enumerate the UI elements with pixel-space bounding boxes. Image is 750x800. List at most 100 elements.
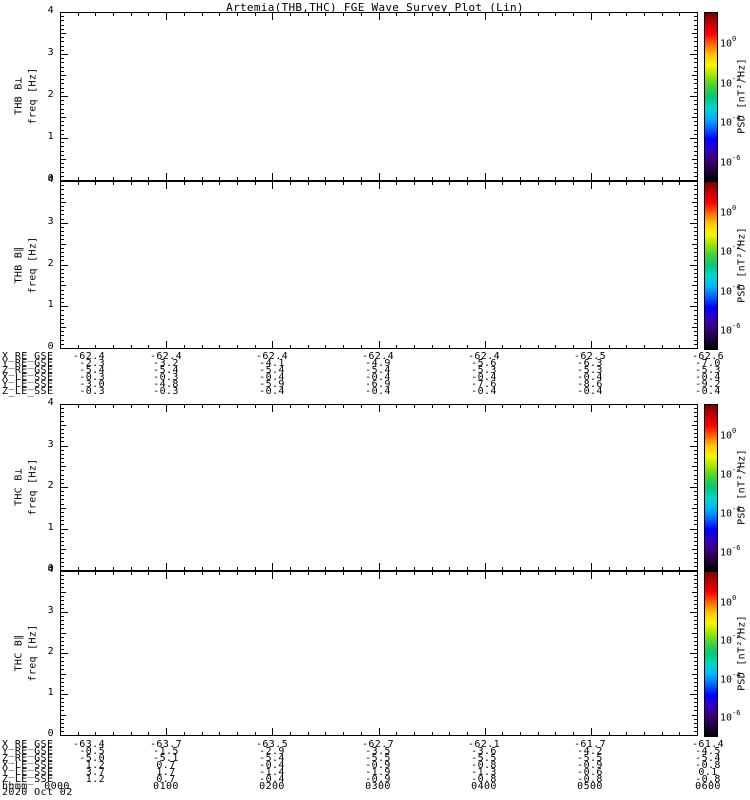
ephemeris-value: 0.7 — [156, 760, 176, 771]
ephemeris-value: -4.1 — [259, 358, 285, 369]
colorbar-tick-label: 10-4 — [720, 114, 740, 128]
y-tick-label: 3 — [47, 47, 54, 58]
ephemeris-value: -0.3 — [153, 386, 179, 397]
ephemeris-value: 0.7 — [156, 774, 176, 785]
date-label: 2020 Oct 02 — [2, 787, 73, 798]
colorbar-tick-base: 10 — [720, 547, 733, 559]
panel-frame-2 — [60, 181, 698, 349]
y-tick-label: 0 — [47, 728, 54, 739]
y-tick-label: 1 — [47, 131, 54, 142]
freq-axis-label: freq [Hz] — [27, 67, 39, 125]
ephemeris-value: -62.6 — [691, 351, 725, 362]
ephemeris-value: -0.8 — [471, 774, 497, 785]
ephemeris-value: -63.5 — [255, 739, 289, 750]
ephemeris-value: -62.4 — [72, 351, 105, 362]
ephemeris-value: -7.6 — [471, 379, 497, 390]
colorbar-tick-base: 10 — [720, 78, 733, 90]
colorbar-tick-exp: -2 — [732, 465, 741, 474]
ephemeris-value: -3.6 — [471, 746, 497, 757]
ephemeris-value: -4.9 — [365, 358, 391, 369]
ephemeris-value: -1.3 — [471, 767, 497, 778]
ephemeris-value: -5.1 — [153, 753, 179, 764]
colorbar-tick-base: 10 — [720, 508, 733, 520]
y-tick-label: 1 — [47, 521, 54, 533]
colorbar — [704, 181, 718, 350]
ephemeris-value: -1.9 — [365, 767, 391, 778]
ephemeris-value: -7.0 — [695, 358, 721, 369]
y-tick-label: 3 — [47, 438, 54, 450]
time-tick-label: 0100 — [153, 781, 179, 792]
ephemeris-value: 3.7 — [85, 767, 105, 778]
y-tick-label: 3 — [47, 215, 54, 227]
ephemeris-value: -5.4 — [259, 753, 285, 764]
ephemeris-value: -4.5 — [695, 746, 721, 757]
y-tick-label: 3 — [47, 605, 54, 616]
ephemeris-value: -0.4 — [259, 386, 285, 397]
ephemeris-row-label: X_LE_SSE — [2, 372, 54, 383]
colorbar-tick-exp: 0 — [732, 204, 737, 213]
ephemeris-value: -0.4 — [259, 774, 285, 785]
colorbar-tick-label: 100 — [720, 593, 737, 608]
colorbar-tick-base: 10 — [720, 469, 733, 481]
ephemeris-row-label: Y_RE_GSE — [2, 746, 54, 757]
colorbar-tick-exp: -4 — [732, 504, 741, 513]
ephemeris-row-label: Y_LE_SSE — [2, 379, 54, 390]
ephemeris-value: -0.9 — [577, 760, 603, 771]
ephemeris-value: -6.3 — [577, 358, 603, 369]
ephemeris-value: 0.1 — [698, 767, 718, 778]
ephemeris-row-label: Y_RE_GSE — [2, 358, 54, 369]
ephemeris-value: -62.1 — [467, 739, 501, 750]
ephemeris-value: -5.4 — [153, 365, 179, 376]
colorbar-tick-label: 10-2 — [720, 75, 740, 90]
ephemeris-row-label: X_LE_SSE — [2, 760, 54, 771]
ephemeris-value: -0.8 — [471, 760, 497, 771]
y-tick-label: 4 — [47, 564, 54, 575]
ephemeris-value: -1.4 — [259, 767, 285, 778]
colorbar-tick-exp: -2 — [732, 632, 741, 641]
colorbar — [704, 12, 718, 182]
panel-frame-4 — [60, 571, 698, 736]
ephemeris-value: -0.3 — [153, 372, 179, 383]
y-tick-label: 0 — [47, 563, 54, 574]
y-tick-label: 2 — [47, 257, 54, 269]
colorbar-tick-label: 10-6 — [720, 544, 740, 559]
y-tick-label: 2 — [47, 646, 54, 657]
ephemeris-value: -5.5 — [365, 753, 391, 764]
ephemeris-value: -0.6 — [577, 767, 603, 778]
colorbar-title: PSD [nT²/Hz] — [736, 615, 748, 691]
ephemeris-value: -5.3 — [471, 365, 497, 376]
colorbar — [704, 404, 718, 572]
colorbar-tick-base: 10 — [720, 207, 733, 219]
ephemeris-value: -62.4 — [255, 351, 289, 362]
colorbar-tick-exp: -6 — [732, 709, 741, 718]
ephemeris-value: -2.3 — [79, 358, 105, 369]
ephemeris-value: -0.9 — [365, 760, 391, 771]
colorbar-tick-exp: -4 — [732, 282, 741, 291]
y-tick-label: 0 — [47, 173, 54, 184]
ephemeris-row-label: Z_RE_GSE — [2, 753, 54, 764]
ephemeris-value: -5.4 — [259, 365, 285, 376]
ephemeris-value: -5.4 — [365, 365, 391, 376]
y-tick-label: 4 — [47, 174, 54, 185]
ephemeris-value: -62.7 — [361, 739, 395, 750]
ephemeris-row-label: Z_RE_GSE — [2, 365, 54, 376]
freq-axis-label: freq [Hz] — [27, 236, 39, 293]
colorbar-tick-base: 10 — [720, 285, 733, 297]
panel-ylabel: THC B∥ — [13, 634, 25, 672]
ephemeris-value: -9.2 — [695, 379, 721, 390]
ephemeris-value: -3.2 — [153, 358, 179, 369]
colorbar-tick-exp: -6 — [732, 153, 741, 162]
ephemeris-value: -0.3 — [79, 372, 105, 383]
time-tick-label: 0400 — [471, 781, 497, 792]
colorbar-tick-label: 10-2 — [720, 243, 740, 257]
colorbar-tick-exp: 0 — [732, 35, 737, 44]
ephemeris-value: -61.7 — [573, 739, 607, 750]
ephemeris-value: -5.4 — [79, 365, 105, 376]
time-tick-label: 0600 — [695, 781, 721, 792]
colorbar-title: PSD [nT²/Hz] — [736, 58, 748, 134]
y-tick-label: 4 — [47, 5, 54, 16]
freq-axis-label: freq [Hz] — [27, 458, 39, 516]
colorbar-tick-exp: 0 — [732, 593, 737, 602]
colorbar-title: PSD [nT²/Hz] — [736, 226, 748, 303]
